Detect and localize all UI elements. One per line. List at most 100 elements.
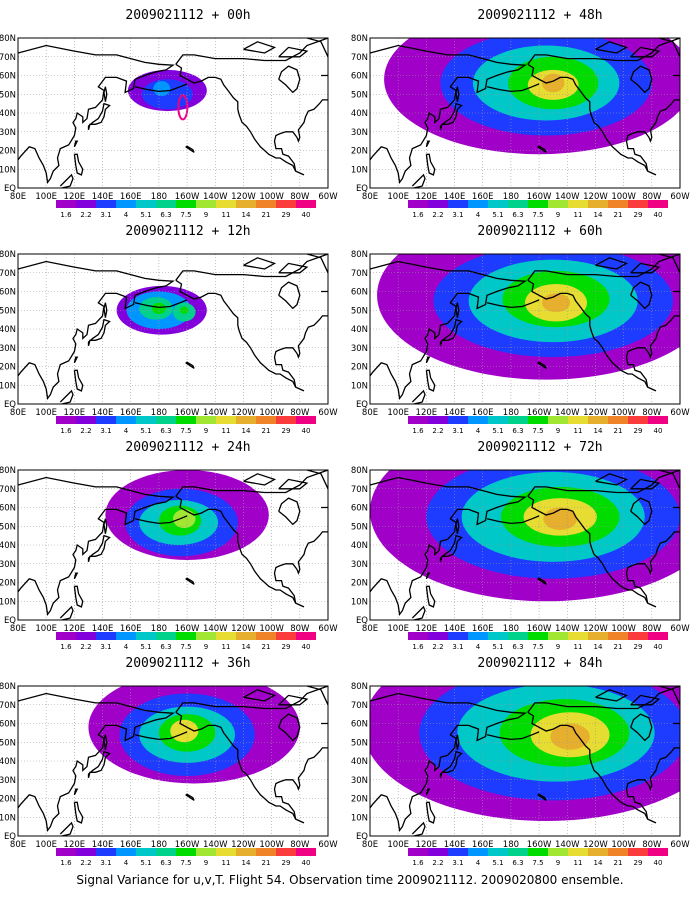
lat-label: 20N bbox=[351, 579, 368, 589]
lat-label: 40N bbox=[0, 109, 16, 119]
lat-label: 60N bbox=[0, 720, 16, 730]
lon-label: 140E bbox=[92, 840, 114, 850]
colorbar-swatch bbox=[256, 848, 276, 856]
colorbar-label: 4 bbox=[476, 427, 481, 435]
coastline bbox=[273, 315, 328, 388]
coastline bbox=[527, 279, 657, 392]
lon-label: 80E bbox=[362, 840, 378, 850]
lat-label: 20N bbox=[0, 579, 16, 589]
colorbar-swatch bbox=[608, 848, 628, 856]
lon-label: 100W bbox=[259, 192, 284, 202]
coastline bbox=[175, 711, 305, 824]
colorbar-swatch bbox=[276, 848, 296, 856]
lat-label: 40N bbox=[351, 109, 368, 119]
coastline bbox=[527, 254, 680, 281]
colorbar-label: 6.3 bbox=[512, 211, 523, 219]
colorbar-label: 11 bbox=[574, 211, 583, 219]
coastline bbox=[630, 281, 653, 310]
coastline bbox=[278, 46, 309, 58]
coastline bbox=[658, 38, 680, 77]
lon-label: 140E bbox=[92, 408, 114, 418]
colorbar-swatch bbox=[648, 200, 668, 208]
lon-label: 140W bbox=[555, 408, 580, 418]
lat-label: EQ bbox=[356, 616, 368, 626]
lat-label: 80N bbox=[351, 250, 368, 260]
colorbar-label: 5.1 bbox=[140, 859, 151, 867]
lon-label: 120E bbox=[416, 840, 438, 850]
coastline bbox=[73, 140, 79, 148]
colorbar-label: 40 bbox=[654, 427, 663, 435]
coastline bbox=[411, 605, 426, 620]
colorbar-label: 1.6 bbox=[412, 211, 424, 219]
coastline bbox=[455, 302, 460, 318]
colorbar-label: 21 bbox=[614, 643, 623, 651]
colorbar-swatch bbox=[448, 200, 468, 208]
lon-label: 100E bbox=[387, 840, 409, 850]
colorbar-label: 14 bbox=[242, 643, 251, 651]
lat-label: 10N bbox=[0, 381, 16, 391]
colorbar-swatch bbox=[216, 200, 236, 208]
coastline bbox=[625, 315, 680, 388]
panel-title: 2009021112 + 48h bbox=[370, 8, 700, 24]
lon-label: 120E bbox=[416, 408, 438, 418]
colorbar-label: 21 bbox=[614, 859, 623, 867]
coastline bbox=[243, 257, 277, 270]
coastline bbox=[625, 531, 680, 604]
colorbar-label: 14 bbox=[594, 859, 603, 867]
colorbar-label: 9 bbox=[204, 859, 208, 867]
colorbar-label: 14 bbox=[594, 211, 603, 219]
colorbar-label: 2.2 bbox=[80, 643, 91, 651]
coastline bbox=[243, 689, 277, 702]
lon-label: 100E bbox=[35, 624, 57, 634]
panel-title: 2009021112 + 00h bbox=[18, 8, 358, 24]
colorbar-swatch bbox=[116, 632, 136, 640]
lon-label: 140W bbox=[203, 624, 228, 634]
colorbar-label: 11 bbox=[574, 643, 583, 651]
colorbar-swatch bbox=[296, 416, 316, 424]
colorbar-label: 9 bbox=[556, 643, 560, 651]
colorbar-swatch bbox=[408, 200, 428, 208]
colorbar-label: 1.6 bbox=[60, 643, 72, 651]
lon-label: 100E bbox=[387, 192, 409, 202]
coastline bbox=[103, 734, 108, 750]
colorbar-label: 11 bbox=[222, 859, 231, 867]
colorbar-swatch bbox=[448, 416, 468, 424]
colorbar-swatch bbox=[608, 632, 628, 640]
lat-label: 40N bbox=[0, 541, 16, 551]
colorbar-label: 2.2 bbox=[80, 427, 91, 435]
colorbar-swatch bbox=[488, 848, 508, 856]
colorbar-swatch bbox=[488, 416, 508, 424]
colorbar-label: 29 bbox=[634, 859, 643, 867]
coastline bbox=[658, 686, 680, 725]
colorbar-swatch bbox=[608, 200, 628, 208]
colorbar-swatch bbox=[428, 632, 448, 640]
colorbar-label: 5.1 bbox=[140, 643, 151, 651]
panel-title: 2009021112 + 24h bbox=[18, 440, 358, 456]
colorbar-swatch bbox=[568, 632, 588, 640]
lat-label: 20N bbox=[0, 363, 16, 373]
lon-label: 120W bbox=[583, 408, 608, 418]
lat-label: 10N bbox=[0, 813, 16, 823]
coastline bbox=[175, 63, 305, 176]
colorbar-swatch bbox=[528, 200, 548, 208]
lon-label: 180 bbox=[151, 192, 167, 202]
lat-label: 50N bbox=[0, 738, 16, 748]
coastline bbox=[175, 470, 328, 497]
colorbar-swatch bbox=[428, 848, 448, 856]
colorbar: 1.6 2.2 3.1 4 5.1 6.3 7.5 9 11 14 21 29 40 bbox=[408, 200, 668, 219]
coastline bbox=[273, 531, 328, 604]
map-panel-48h: 2009021112 + 48h 80N 70N 60N 50N 40N 30N 20N 10N… bbox=[351, 8, 700, 219]
colorbar-swatch bbox=[448, 632, 468, 640]
colorbar-swatch bbox=[528, 416, 548, 424]
lat-label: 50N bbox=[0, 90, 16, 100]
lon-label: 160E bbox=[120, 192, 142, 202]
colorbar-swatch bbox=[236, 416, 256, 424]
colorbar-swatch bbox=[508, 632, 528, 640]
coastline bbox=[425, 153, 436, 176]
lat-label: 80N bbox=[0, 250, 16, 260]
lat-label: 70N bbox=[351, 53, 368, 63]
lat-label: 80N bbox=[351, 466, 368, 476]
colorbar-label: 5.1 bbox=[492, 859, 503, 867]
